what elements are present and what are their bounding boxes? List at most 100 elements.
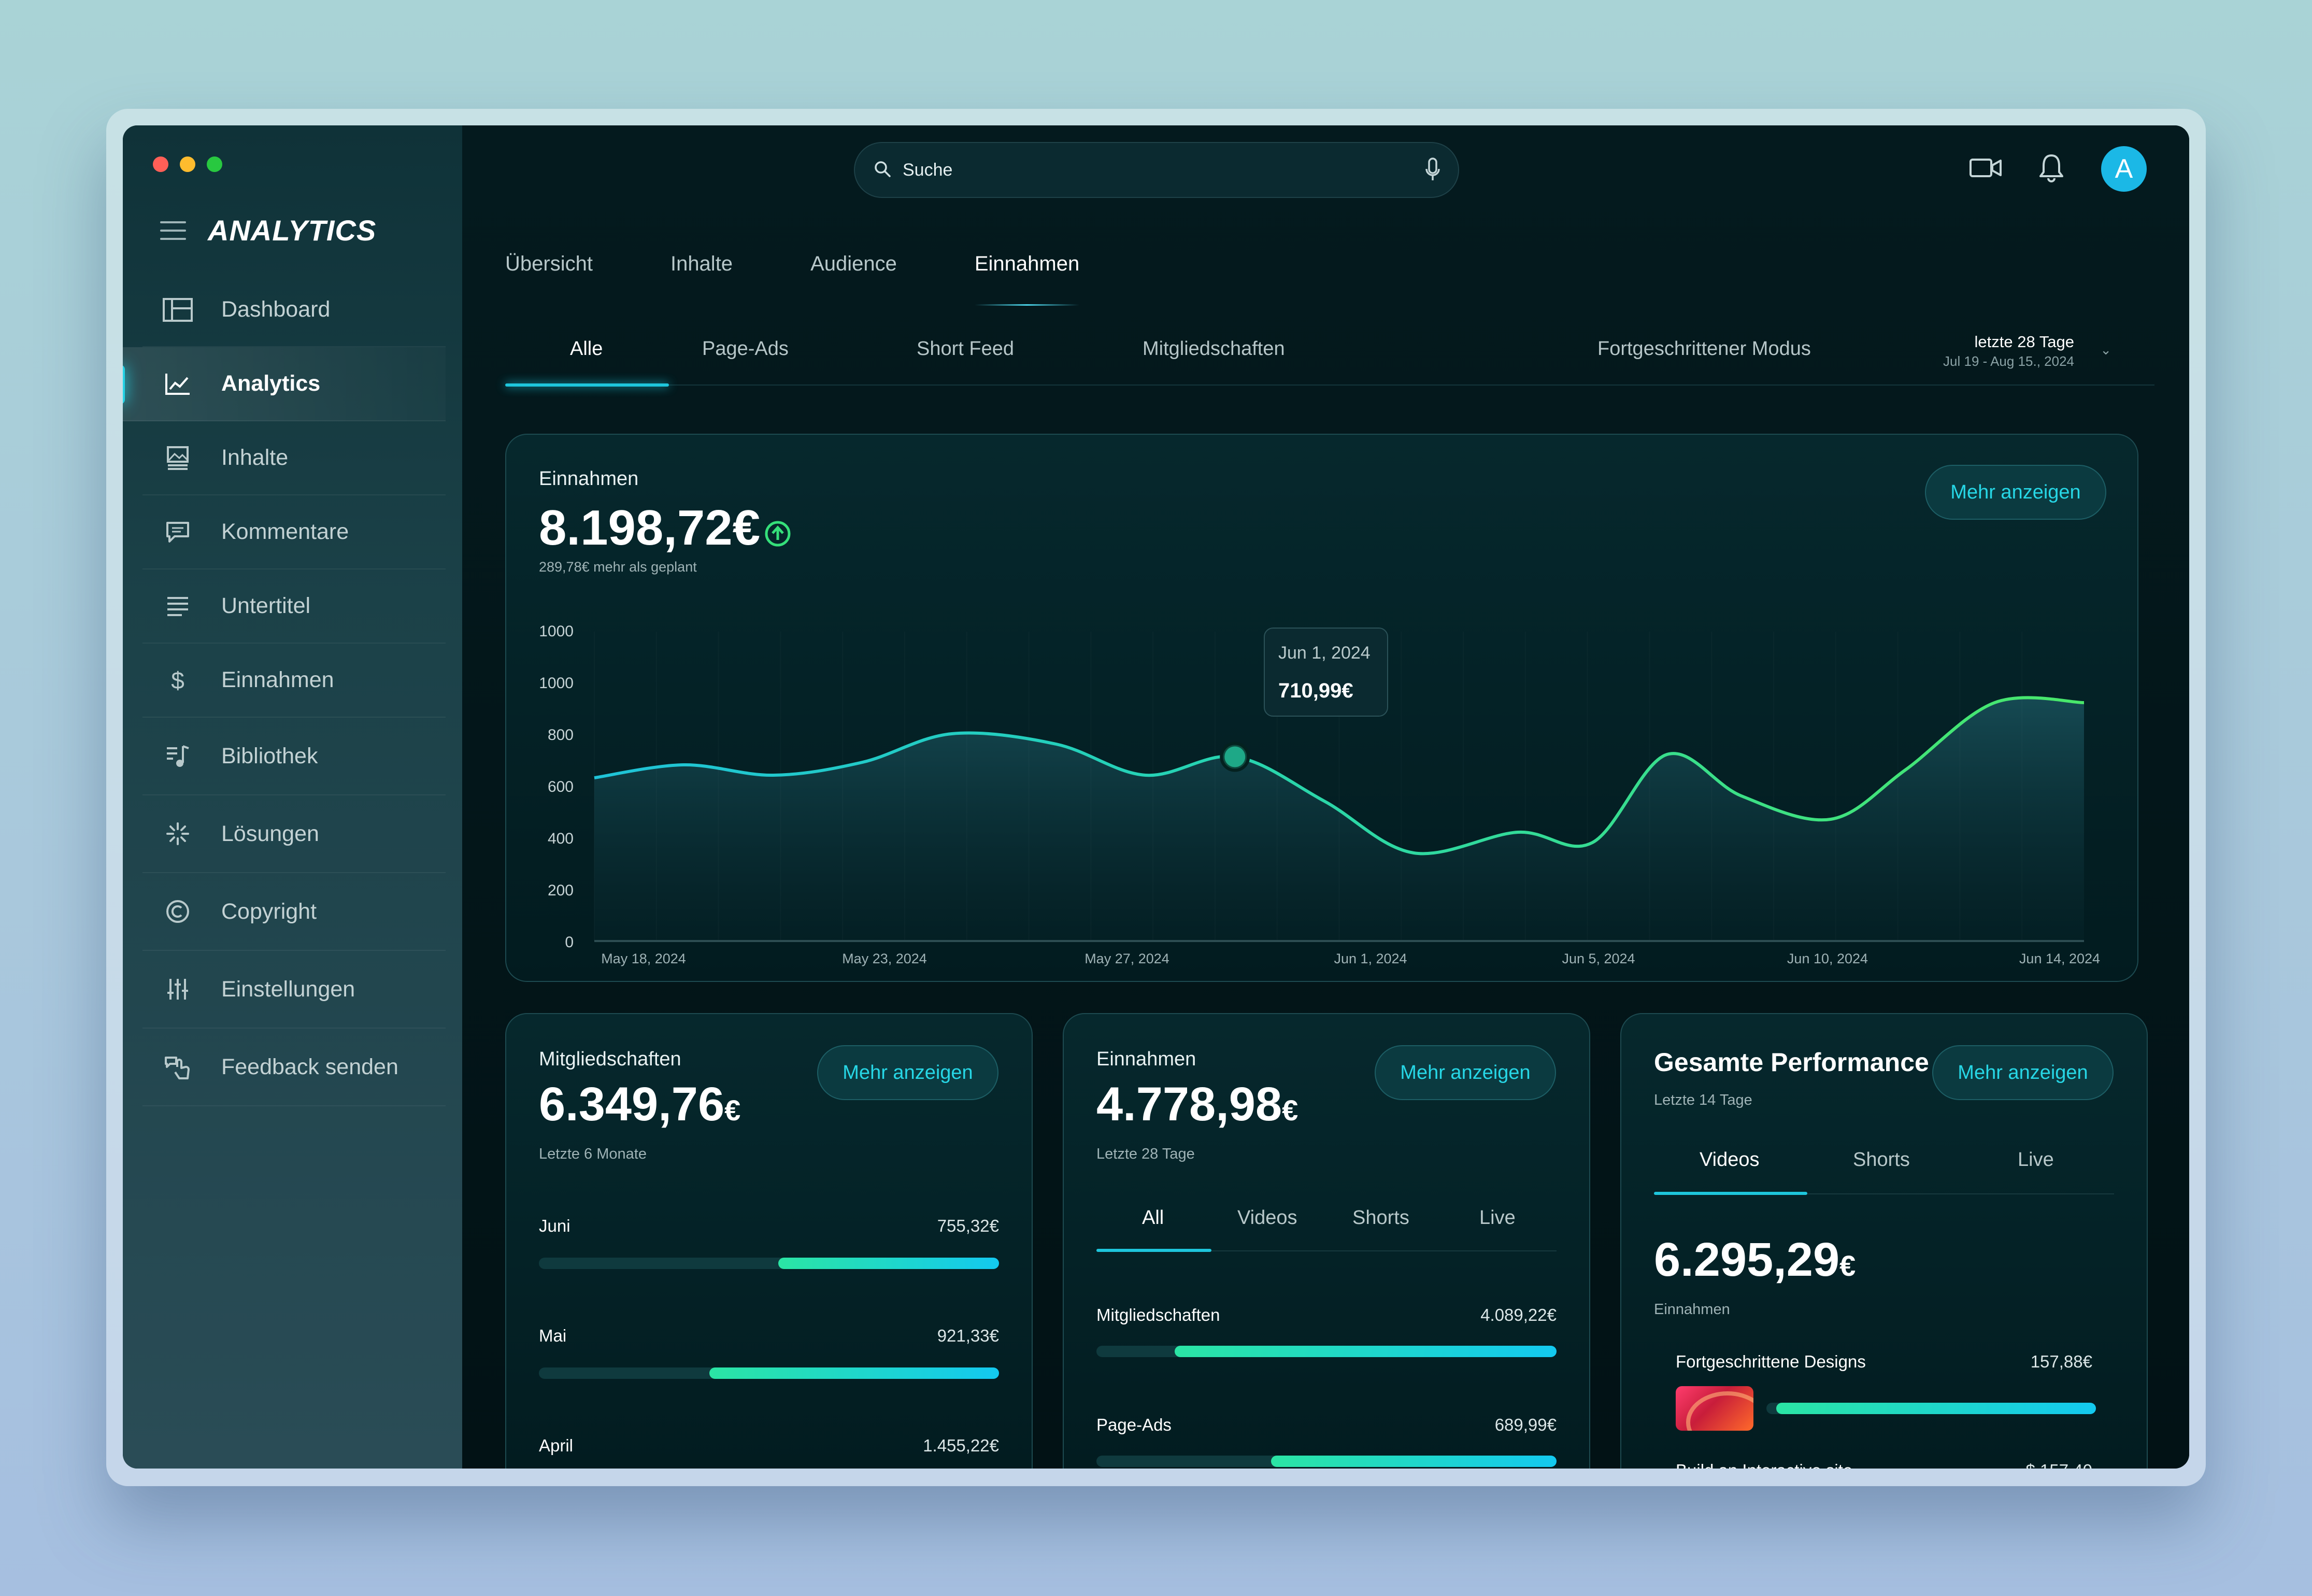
x-tick-label: Jun 5, 2024 [1562, 951, 1635, 966]
revenue-chart-card: Einnahmen 8.198,72€ 289,78€ mehr als gep… [505, 434, 2138, 982]
tab-audience[interactable]: Audience [810, 252, 897, 275]
x-tick-label: May 27, 2024 [1084, 951, 1169, 966]
content-icon [159, 446, 196, 471]
bell-icon[interactable] [2038, 153, 2065, 185]
tab-videos[interactable]: Videos [1700, 1149, 1760, 1171]
search-bar[interactable]: Suche [854, 142, 1459, 198]
card-title: Einnahmen [539, 468, 639, 490]
row-value: $ 157,40 [2026, 1461, 2092, 1469]
app-window: ANALYTICS Dashboard Analytics Inhalte Ko… [123, 125, 2189, 1469]
search-input[interactable]: Suche [903, 160, 953, 180]
row-label: April [539, 1436, 574, 1455]
row-label: Build an Interactive site [1676, 1461, 1852, 1469]
sparkle-icon [159, 822, 196, 846]
x-tick-label: May 23, 2024 [842, 951, 927, 966]
brand-name: ANALYTICS [208, 214, 377, 247]
sidebar-item-label: Dashboard [221, 297, 331, 322]
performance-tabs: Videos Shorts Live [1654, 1149, 2114, 1180]
progress-bar [539, 1258, 999, 1269]
sidebar-item-bibliothek[interactable]: Bibliothek [142, 718, 446, 795]
subtab-mitgliedschaften[interactable]: Mitgliedschaften [1143, 338, 1285, 360]
sidebar-item-untertitel[interactable]: Untertitel [142, 569, 446, 644]
feedback-icon [159, 1054, 196, 1079]
chevron-down-icon: ⌄ [2100, 342, 2111, 358]
currency-symbol: € [1839, 1249, 1856, 1282]
progress-bar [539, 1367, 999, 1379]
x-tick-label: Jun 1, 2024 [1334, 951, 1407, 966]
subtab-fortgeschrittener-modus[interactable]: Fortgeschrittener Modus [1597, 338, 1811, 360]
subtab-alle[interactable]: Alle [570, 338, 603, 360]
memberships-amount: 6.349,76 [539, 1078, 725, 1131]
minimize-window-dot[interactable] [180, 156, 195, 172]
close-window-dot[interactable] [153, 156, 168, 172]
brand: ANALYTICS [160, 213, 376, 247]
sidebar-item-label: Analytics [221, 371, 321, 396]
progress-bar [1766, 1403, 2096, 1414]
progress-fill [1776, 1403, 2096, 1414]
sidebar-item-einstellungen[interactable]: Einstellungen [142, 951, 446, 1029]
main-content: Suche A Übersicht Inhalte Audience Einna… [462, 125, 2189, 1469]
video-thumbnail[interactable] [1676, 1386, 1753, 1431]
y-tick-label: 0 [565, 934, 574, 951]
row-value: 689,99€ [1494, 1415, 1557, 1434]
progress-fill [1174, 1346, 1557, 1357]
y-tick-label: 1000 [539, 675, 574, 692]
analytics-icon [159, 373, 196, 395]
period-label: letzte 28 Tage [1974, 333, 2074, 351]
sidebar-item-label: Untertitel [221, 593, 311, 618]
tab-videos[interactable]: Videos [1237, 1207, 1297, 1229]
menu-icon[interactable] [160, 221, 186, 240]
comments-icon [159, 521, 196, 544]
maximize-window-dot[interactable] [207, 156, 222, 172]
sidebar-item-label: Copyright [221, 899, 317, 924]
row-label: Fortgeschrittene Designs [1676, 1352, 1866, 1371]
sidebar-item-analytics[interactable]: Analytics [123, 347, 446, 421]
tab-live[interactable]: Live [2018, 1149, 2054, 1171]
income-tabs: All Videos Shorts Live [1096, 1207, 1557, 1238]
performance-note: Letzte 14 Tage [1654, 1092, 1752, 1108]
progress-fill [1271, 1456, 1557, 1467]
sidebar-item-inhalte[interactable]: Inhalte [142, 421, 446, 495]
memberships-note: Letzte 6 Monate [539, 1146, 647, 1162]
row-label: Page-Ads [1096, 1415, 1172, 1434]
period-selector[interactable]: letzte 28 Tage Jul 19 - Aug 15., 2024 ⌄ [1943, 333, 2111, 369]
revenue-series-line [594, 696, 2085, 856]
tab-live[interactable]: Live [1479, 1207, 1516, 1229]
revenue-note: 289,78€ mehr als geplant [539, 559, 697, 575]
sidebar-item-label: Einstellungen [221, 976, 355, 1002]
sidebar-item-label: Einnahmen [221, 667, 334, 692]
tab-uebersicht[interactable]: Übersicht [505, 252, 593, 275]
sidebar-item-feedback[interactable]: Feedback senden [142, 1029, 446, 1106]
performance-amount: 6.295,29 [1654, 1233, 1840, 1286]
dollar-icon: $ [171, 666, 184, 694]
sidebar-item-copyright[interactable]: Copyright [142, 873, 446, 951]
tooltip-date: Jun 1, 2024 [1278, 643, 1371, 663]
more-button[interactable]: Mehr anzeigen [817, 1045, 998, 1100]
row-value: 157,88€ [2030, 1352, 2092, 1371]
sidebar-item-kommentare[interactable]: Kommentare [142, 495, 446, 569]
sidebar-item-dashboard[interactable]: Dashboard [142, 273, 446, 347]
more-button[interactable]: Mehr anzeigen [1925, 465, 2106, 520]
row-value: 4.089,22€ [1480, 1305, 1557, 1324]
copyright-icon [159, 900, 196, 923]
avatar[interactable]: A [2101, 146, 2147, 192]
x-tick-label: May 18, 2024 [601, 951, 686, 966]
tab-einnahmen[interactable]: Einnahmen [974, 252, 1080, 306]
tab-shorts[interactable]: Shorts [1853, 1149, 1910, 1171]
subtab-page-ads[interactable]: Page-Ads [702, 338, 789, 360]
more-button[interactable]: Mehr anzeigen [1932, 1045, 2114, 1100]
y-tick-label: 600 [548, 778, 574, 795]
microphone-icon[interactable] [1425, 158, 1440, 185]
tab-shorts[interactable]: Shorts [1352, 1207, 1409, 1229]
tab-all[interactable]: All [1142, 1207, 1164, 1229]
sidebar-item-label: Bibliothek [221, 743, 318, 768]
row-label: Mai [539, 1326, 567, 1345]
tab-inhalte[interactable]: Inhalte [670, 252, 733, 275]
sidebar-item-einnahmen[interactable]: $ Einnahmen [142, 644, 446, 718]
more-button[interactable]: Mehr anzeigen [1375, 1045, 1556, 1100]
performance-value: 6.295,29€ [1654, 1233, 1856, 1287]
subtab-short-feed[interactable]: Short Feed [917, 338, 1014, 360]
video-camera-icon[interactable] [1970, 156, 2002, 182]
chart-tooltip: Jun 1, 2024 710,99€ [1264, 628, 1388, 717]
sidebar-item-loesungen[interactable]: Lösungen [142, 795, 446, 873]
